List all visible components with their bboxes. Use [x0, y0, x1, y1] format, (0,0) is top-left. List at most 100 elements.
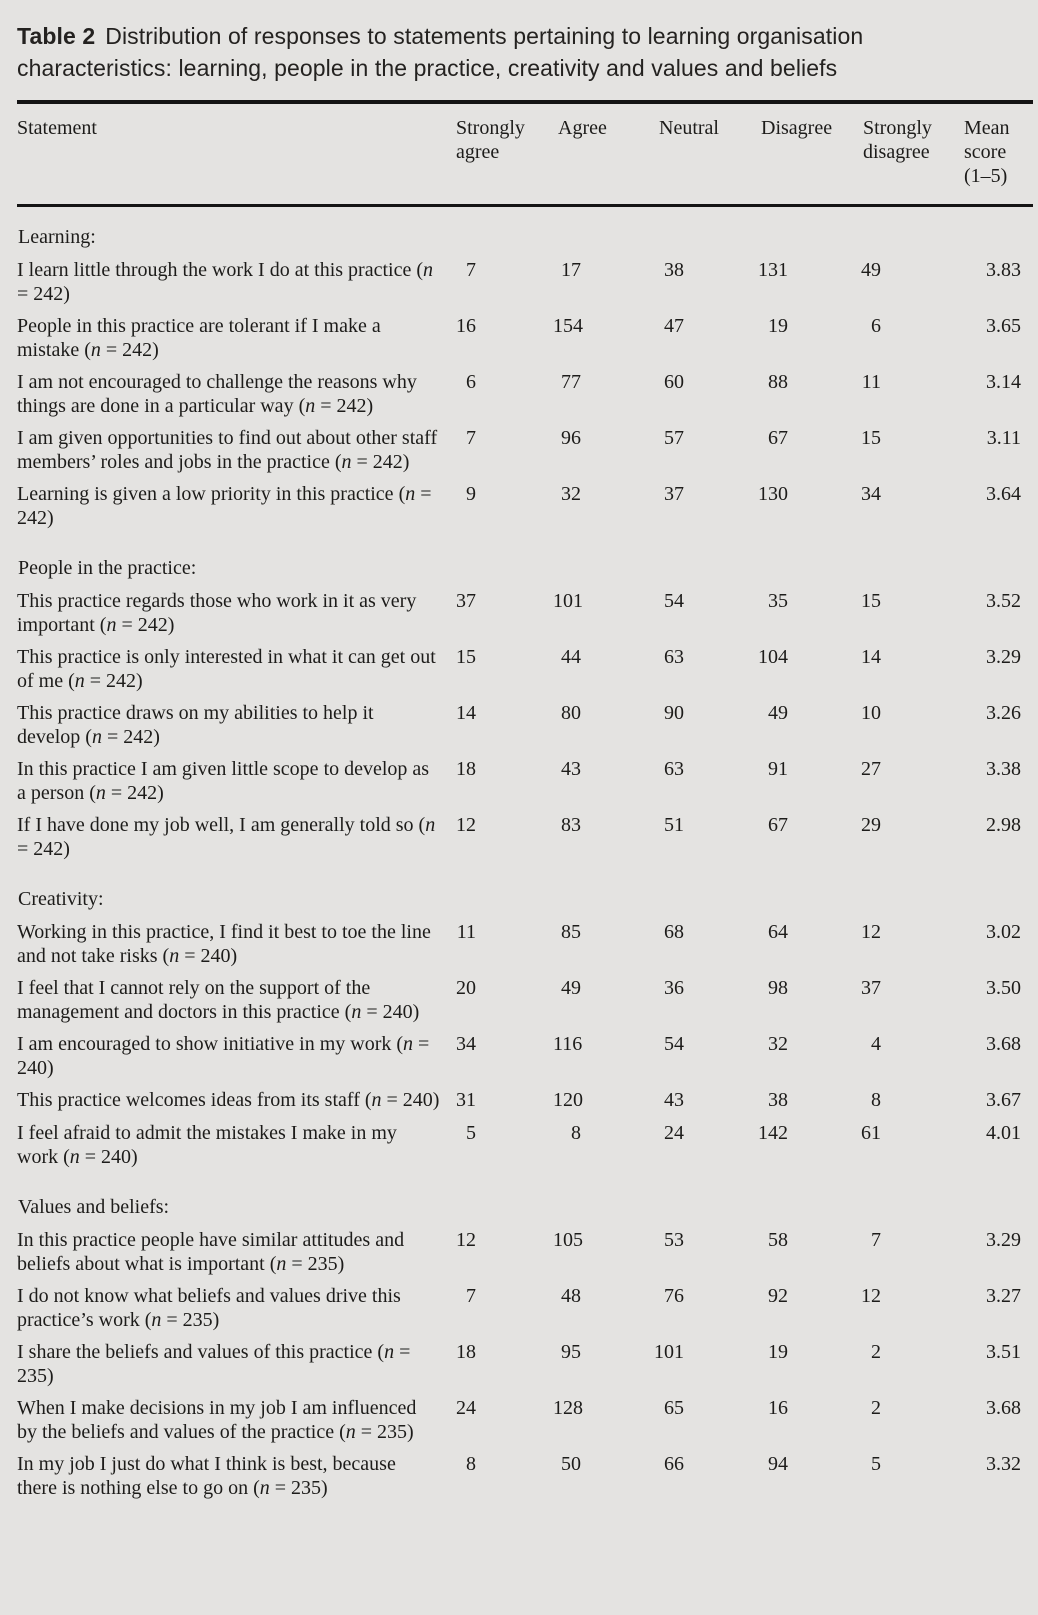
count-cell-neutral: 63 [664, 646, 684, 668]
mean-score-cell: 3.50 [986, 977, 1021, 999]
count-cell-neutral: 101 [654, 1341, 684, 1363]
section-label: Values and beliefs: [18, 1196, 170, 1218]
table-row: I am encouraged to show initiative in my… [17, 1024, 1033, 1080]
table-row: In this practice I am given little scope… [17, 749, 1033, 805]
table-row: In this practice people have similar att… [17, 1220, 1033, 1276]
count-cell-strongly-disagree: 10 [861, 702, 881, 724]
count-cell-strongly-disagree: 12 [861, 1285, 881, 1307]
count-cell-agree: 43 [561, 758, 581, 780]
count-cell-agree: 49 [561, 977, 581, 999]
count-cell-strongly-disagree: 15 [861, 590, 881, 612]
count-cell-strongly-agree: 18 [456, 758, 476, 780]
count-cell-strongly-agree: 6 [466, 371, 476, 393]
count-cell-neutral: 76 [664, 1285, 684, 1307]
table-row: Working in this practice, I find it best… [17, 912, 1033, 968]
statement-cell: This practice draws on my abilities to h… [17, 702, 374, 748]
count-cell-neutral: 63 [664, 758, 684, 780]
count-cell-agree: 85 [561, 921, 581, 943]
section-row: Values and beliefs: [17, 1169, 1033, 1220]
statement-cell: Learning is given a low priority in this… [17, 483, 432, 529]
count-cell-disagree: 19 [768, 1341, 788, 1363]
section-label: Learning: [18, 226, 96, 248]
count-cell-strongly-agree: 34 [456, 1033, 476, 1055]
count-cell-strongly-agree: 8 [466, 1453, 476, 1475]
count-cell-disagree: 16 [768, 1397, 788, 1419]
count-cell-strongly-agree: 31 [456, 1089, 476, 1111]
count-cell-disagree: 38 [768, 1089, 788, 1111]
mean-score-cell: 3.65 [986, 315, 1021, 337]
mean-score-cell: 3.68 [986, 1033, 1021, 1055]
count-cell-disagree: 64 [768, 921, 788, 943]
count-cell-neutral: 65 [664, 1397, 684, 1419]
count-cell-strongly-disagree: 34 [861, 483, 881, 505]
column-header-neutral: Neutral [653, 100, 755, 207]
count-cell-strongly-disagree: 29 [861, 814, 881, 836]
column-header-mean-score: Mean score (1–5) [958, 100, 1033, 207]
count-cell-disagree: 98 [768, 977, 788, 999]
count-cell-agree: 8 [571, 1122, 581, 1144]
count-cell-agree: 48 [561, 1285, 581, 1307]
count-cell-neutral: 90 [664, 702, 684, 724]
count-cell-agree: 80 [561, 702, 581, 724]
mean-score-cell: 3.67 [986, 1089, 1021, 1111]
count-cell-disagree: 94 [768, 1453, 788, 1475]
statement-cell: Working in this practice, I find it best… [17, 921, 431, 967]
count-cell-disagree: 19 [768, 315, 788, 337]
count-cell-strongly-agree: 11 [456, 921, 476, 943]
statement-cell: In this practice I am given little scope… [17, 758, 430, 804]
count-cell-strongly-agree: 20 [456, 977, 476, 999]
count-cell-agree: 44 [561, 646, 581, 668]
count-cell-agree: 32 [561, 483, 581, 505]
count-cell-neutral: 57 [664, 427, 684, 449]
count-cell-strongly-disagree: 6 [871, 315, 881, 337]
count-cell-agree: 120 [553, 1089, 583, 1111]
mean-score-cell: 3.27 [986, 1285, 1021, 1307]
column-header-disagree: Disagree [755, 100, 857, 207]
page: Table 2 Distribution of responses to stat… [17, 23, 1033, 1500]
count-cell-strongly-agree: 12 [456, 1229, 476, 1251]
section-row: Learning: [17, 206, 1033, 251]
count-cell-strongly-agree: 7 [466, 427, 476, 449]
count-cell-agree: 50 [561, 1453, 581, 1475]
statement-cell: When I make decisions in my job I am inf… [17, 1397, 417, 1443]
table-row: I am not encouraged to challenge the rea… [17, 362, 1033, 418]
count-cell-neutral: 36 [664, 977, 684, 999]
statement-cell: I do not know what beliefs and values dr… [17, 1285, 401, 1331]
count-cell-strongly-agree: 5 [466, 1122, 476, 1144]
count-cell-disagree: 142 [758, 1122, 788, 1144]
count-cell-strongly-disagree: 2 [871, 1341, 881, 1363]
count-cell-strongly-agree: 37 [456, 590, 476, 612]
table-row: I feel afraid to admit the mistakes I ma… [17, 1113, 1033, 1169]
count-cell-strongly-disagree: 37 [861, 977, 881, 999]
statement-cell: I am given opportunities to find out abo… [17, 427, 438, 473]
count-cell-strongly-agree: 7 [466, 259, 476, 281]
count-cell-strongly-disagree: 4 [871, 1033, 881, 1055]
count-cell-strongly-disagree: 14 [861, 646, 881, 668]
count-cell-strongly-agree: 9 [466, 483, 476, 505]
count-cell-neutral: 38 [664, 259, 684, 281]
count-cell-agree: 105 [553, 1229, 583, 1251]
count-cell-strongly-disagree: 7 [871, 1229, 881, 1251]
count-cell-strongly-agree: 14 [456, 702, 476, 724]
count-cell-agree: 154 [553, 315, 583, 337]
mean-score-cell: 2.98 [986, 814, 1021, 836]
count-cell-disagree: 104 [758, 646, 788, 668]
column-header-strongly-disagree: Strongly disagree [857, 100, 958, 207]
count-cell-neutral: 43 [664, 1089, 684, 1111]
count-cell-strongly-disagree: 5 [871, 1453, 881, 1475]
count-cell-disagree: 91 [768, 758, 788, 780]
count-cell-neutral: 47 [664, 315, 684, 337]
results-table: Statement Strongly agree Agree Neutral D… [17, 100, 1033, 1500]
count-cell-strongly-disagree: 49 [861, 259, 881, 281]
mean-score-cell: 3.32 [986, 1453, 1021, 1475]
section-row: Creativity: [17, 861, 1033, 912]
table-title-label: Table 2 [17, 23, 96, 49]
table-title-text: Distribution of responses to statements … [17, 23, 864, 81]
count-cell-disagree: 35 [768, 590, 788, 612]
count-cell-disagree: 88 [768, 371, 788, 393]
mean-score-cell: 3.83 [986, 259, 1021, 281]
count-cell-disagree: 49 [768, 702, 788, 724]
count-cell-agree: 83 [561, 814, 581, 836]
count-cell-strongly-disagree: 61 [861, 1122, 881, 1144]
count-cell-strongly-disagree: 8 [871, 1089, 881, 1111]
